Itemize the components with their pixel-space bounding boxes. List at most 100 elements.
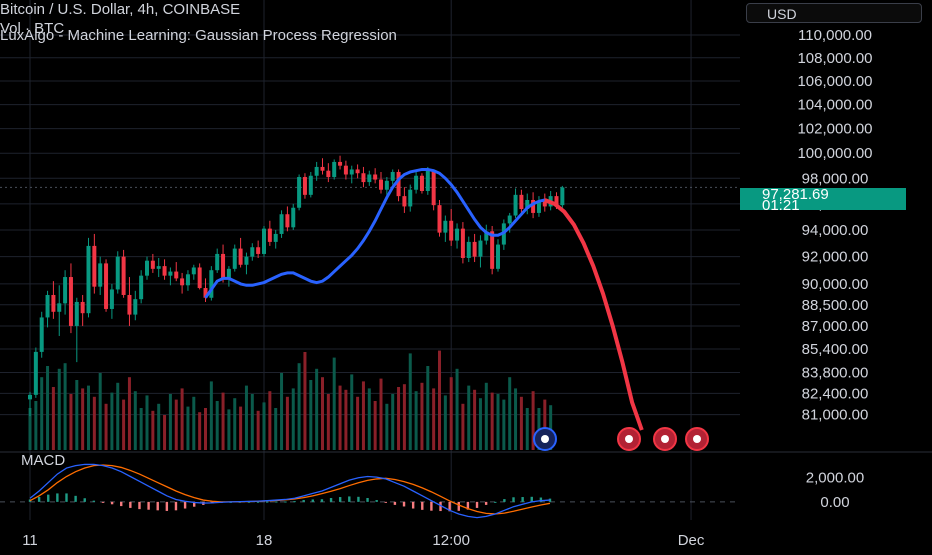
last-price-value: 97,281.69 bbox=[762, 186, 829, 203]
volume-bar bbox=[46, 366, 50, 450]
macd-histogram-bar bbox=[74, 495, 77, 502]
candle-body bbox=[115, 256, 120, 290]
us-flag-event-icon[interactable] bbox=[653, 427, 677, 451]
macd-histogram-bar bbox=[475, 501, 479, 508]
event-markers[interactable] bbox=[533, 427, 709, 451]
price-tick-label: 108,000.00 bbox=[797, 50, 872, 67]
macd-histogram-bar bbox=[193, 501, 196, 507]
macd-histogram-bar bbox=[247, 501, 251, 503]
candle-body bbox=[33, 351, 38, 395]
indicator-label[interactable]: LuxAlgo - Machine Learning: Gaussian Pro… bbox=[0, 27, 397, 44]
macd-histogram-bar bbox=[265, 501, 269, 503]
macd-histogram-bar bbox=[183, 501, 187, 509]
volume-bar bbox=[168, 394, 172, 450]
macd-histogram-bar bbox=[530, 496, 533, 502]
candle-body bbox=[162, 266, 167, 276]
price-axis[interactable]: 110,000.00 108,000.00 106,000.00 104,000.00… bbox=[797, 27, 872, 511]
volume-bar bbox=[367, 388, 371, 450]
macd-histogram-bar bbox=[156, 501, 159, 511]
candle-body bbox=[455, 228, 460, 241]
macd-histogram-bar bbox=[120, 501, 123, 507]
volume-bar bbox=[57, 368, 61, 450]
candle-body bbox=[349, 169, 354, 175]
macd-histogram-bar bbox=[421, 501, 424, 510]
macd-histogram-bar bbox=[65, 493, 68, 502]
volume-bar bbox=[127, 377, 131, 450]
candle-body bbox=[215, 253, 220, 271]
candle-body bbox=[326, 170, 331, 178]
us-flag-event-icon[interactable] bbox=[685, 427, 709, 451]
macd-histogram-bar bbox=[302, 500, 305, 502]
macd-line bbox=[29, 463, 551, 519]
volume-label[interactable]: Vol · BTC bbox=[0, 20, 65, 37]
candle-body bbox=[127, 294, 132, 315]
macd-histogram-bar bbox=[402, 501, 406, 507]
macd-histogram-bar bbox=[503, 499, 506, 502]
macd-histogram-bar bbox=[311, 499, 315, 502]
candle-body bbox=[308, 175, 313, 195]
volume-bar bbox=[543, 399, 547, 450]
macd-histogram-bar bbox=[165, 501, 169, 511]
volume-bar bbox=[426, 366, 430, 450]
macd-label[interactable]: MACD bbox=[21, 452, 66, 469]
macd-histogram-bar bbox=[329, 498, 333, 502]
macd-histogram-bar bbox=[37, 497, 41, 502]
volume-bar bbox=[280, 373, 284, 450]
macd-histogram-bar bbox=[430, 501, 433, 511]
candle-body bbox=[180, 278, 185, 286]
candle-body bbox=[197, 267, 202, 289]
volume-bar bbox=[227, 409, 231, 450]
volume-bar bbox=[432, 388, 436, 450]
time-axis[interactable]: 11 18 12:00 Dec bbox=[22, 532, 705, 549]
volume-bar bbox=[338, 385, 342, 450]
volume-bar bbox=[438, 350, 441, 450]
candle-body bbox=[226, 268, 231, 279]
candle-body bbox=[343, 165, 348, 175]
macd-histogram-bar bbox=[174, 501, 178, 511]
macd-histogram-bar bbox=[393, 501, 397, 505]
candle-body bbox=[191, 267, 196, 275]
candle-body bbox=[402, 196, 407, 207]
candle-body bbox=[379, 179, 383, 190]
event-marker-icon[interactable] bbox=[533, 427, 557, 451]
candle-body bbox=[466, 241, 471, 258]
volume-bar bbox=[174, 399, 178, 450]
candle-body bbox=[279, 214, 284, 234]
volume-bar bbox=[92, 396, 96, 450]
volume-bar bbox=[110, 392, 114, 450]
macd-histogram-bar bbox=[466, 501, 470, 510]
macd-histogram-bar bbox=[384, 501, 387, 503]
macd-histogram-bar bbox=[110, 501, 114, 505]
currency-button[interactable]: USD bbox=[746, 3, 922, 23]
macd-histogram-bar bbox=[457, 501, 460, 511]
price-tick-label: 106,000.00 bbox=[797, 73, 872, 90]
symbol-title[interactable]: Bitcoin / U.S. Dollar, 4h, COINBASE bbox=[0, 1, 241, 18]
macd-histogram-bar bbox=[138, 501, 141, 510]
volume-bar bbox=[315, 368, 319, 450]
macd-histogram-bar bbox=[484, 501, 488, 505]
us-flag-event-icon[interactable] bbox=[617, 427, 641, 451]
macd-histogram-bar bbox=[494, 501, 497, 503]
candle-body bbox=[525, 199, 530, 210]
candle-body bbox=[63, 277, 68, 304]
candle-body bbox=[496, 244, 500, 269]
candle-body bbox=[291, 207, 296, 228]
volume-bar bbox=[449, 377, 453, 450]
candle-body bbox=[320, 166, 325, 171]
candle-body bbox=[490, 231, 495, 269]
macd-histogram-bar bbox=[448, 501, 451, 512]
volume-bar bbox=[239, 406, 243, 450]
macd-histogram-bar bbox=[101, 501, 105, 503]
volume-bar bbox=[344, 389, 348, 450]
candle-body bbox=[536, 201, 541, 213]
time-tick-label: 11 bbox=[22, 532, 38, 549]
volume-bar bbox=[285, 396, 289, 450]
volume-bar bbox=[508, 377, 512, 450]
macd-histogram-bar bbox=[357, 496, 360, 502]
candle-body bbox=[28, 394, 32, 400]
volume-bar bbox=[139, 408, 143, 450]
candle-body bbox=[361, 173, 366, 183]
volume-bar bbox=[157, 403, 161, 450]
